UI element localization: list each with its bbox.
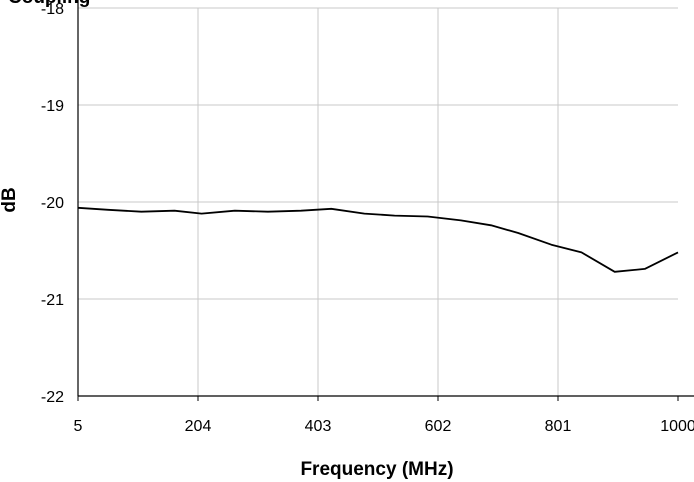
chart-title: Coupling bbox=[8, 0, 90, 8]
grid-lines bbox=[78, 8, 678, 396]
x-tick-label: 801 bbox=[545, 418, 572, 435]
x-tick-label: 1000 bbox=[660, 418, 694, 435]
series-group bbox=[78, 208, 678, 272]
x-tick-label: 403 bbox=[305, 418, 332, 435]
y-tick-label: -21 bbox=[41, 292, 64, 309]
series-line bbox=[78, 208, 678, 272]
x-tick-label: 602 bbox=[425, 418, 452, 435]
y-tick-label: -19 bbox=[41, 98, 64, 115]
x-axis-ticks: 5 204 403 602 801 1000 bbox=[74, 418, 694, 435]
y-tick-label: -20 bbox=[41, 195, 64, 212]
x-tick-label: 204 bbox=[185, 418, 212, 435]
y-axis-ticks: -18-19-20-21-22 bbox=[41, 1, 64, 406]
y-tick-label: -22 bbox=[41, 389, 64, 406]
x-tick-label: 5 bbox=[74, 418, 83, 435]
x-axis-label: Frequency (MHz) bbox=[300, 459, 453, 480]
chart-axes bbox=[78, 0, 694, 401]
y-axis-label: dB bbox=[0, 187, 20, 212]
